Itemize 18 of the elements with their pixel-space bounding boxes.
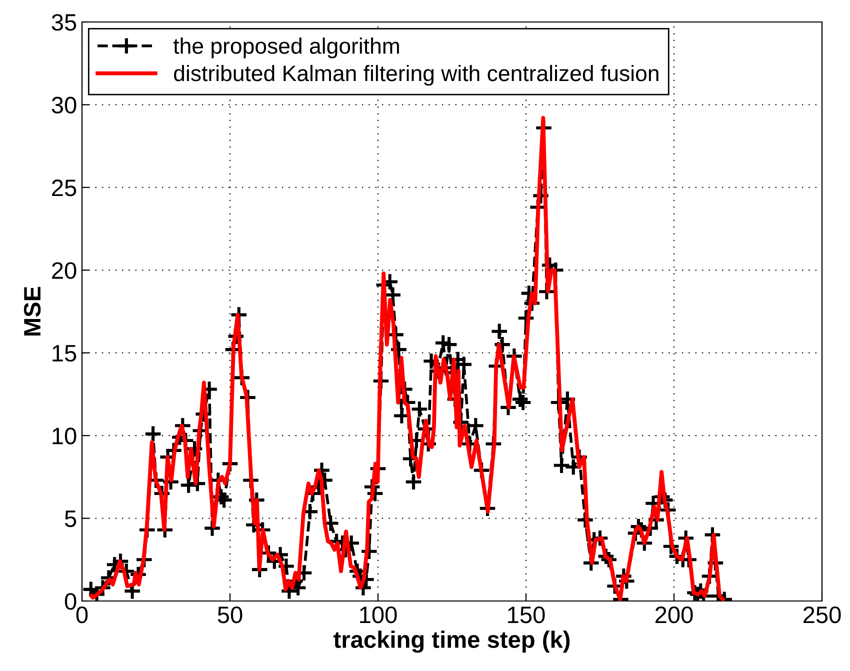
y-tick-label: 20 [52,262,76,279]
legend-label: the proposed algorithm [173,38,399,58]
x-tick-label: 50 [218,606,242,624]
y-tick-label: 35 [52,14,76,31]
y-tick-label: 5 [64,510,76,528]
x-tick-label: 250 [803,606,841,624]
legend-label: distributed Kalman filtering with centralized fusion [174,64,658,86]
x-tick-label: 100 [360,606,397,624]
y-tick-label: 15 [52,345,76,362]
x-tick-label: 200 [655,606,693,624]
x-tick-label: 0 [76,606,88,624]
y-tick-label: 25 [52,179,76,196]
y-tick-label: 10 [52,428,76,444]
y-tick-label: 0 [64,593,76,610]
x-tick-label: 150 [508,606,545,624]
y-tick-label: 30 [52,96,76,114]
x-axis-title: tracking time step (k) [334,630,570,653]
y-axis-title: MSE [24,286,41,336]
